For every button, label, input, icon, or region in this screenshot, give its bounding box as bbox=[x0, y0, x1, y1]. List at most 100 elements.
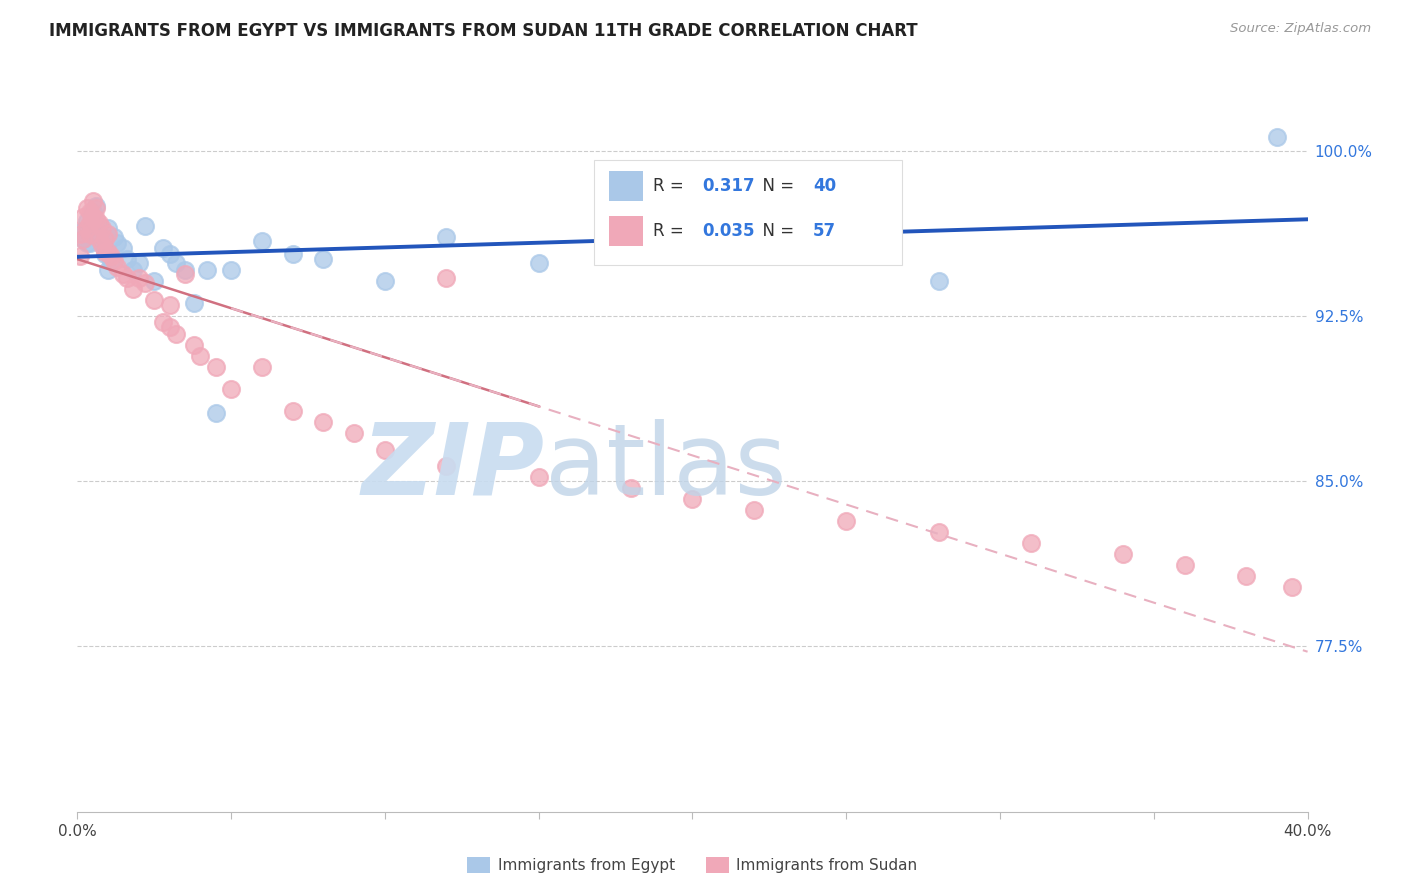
Point bbox=[72, 232, 94, 246]
Point bbox=[84, 201, 107, 215]
Point bbox=[165, 256, 187, 270]
Point bbox=[121, 282, 143, 296]
Point bbox=[183, 337, 205, 351]
Text: N =: N = bbox=[752, 178, 799, 195]
Text: N =: N = bbox=[752, 222, 799, 240]
Point bbox=[165, 326, 187, 341]
Point bbox=[134, 276, 156, 290]
Point bbox=[76, 201, 98, 215]
Point bbox=[69, 225, 91, 239]
Point bbox=[72, 232, 94, 246]
Point bbox=[742, 229, 765, 244]
Point bbox=[1265, 130, 1288, 145]
Point bbox=[105, 236, 128, 251]
Text: 57: 57 bbox=[813, 222, 837, 240]
Point bbox=[97, 227, 120, 242]
Point bbox=[682, 491, 704, 506]
FancyBboxPatch shape bbox=[595, 160, 901, 265]
Point bbox=[159, 319, 181, 334]
Point bbox=[928, 524, 950, 539]
Point bbox=[1174, 558, 1197, 572]
Point bbox=[94, 244, 117, 259]
Point bbox=[112, 241, 135, 255]
Point bbox=[79, 216, 101, 230]
Point bbox=[100, 249, 122, 263]
Text: ZIP: ZIP bbox=[361, 418, 546, 516]
Point bbox=[742, 503, 765, 517]
Point bbox=[527, 469, 550, 483]
Point bbox=[928, 274, 950, 288]
Point bbox=[134, 219, 156, 233]
Point bbox=[76, 236, 98, 251]
Point bbox=[620, 481, 643, 495]
Point bbox=[84, 199, 107, 213]
Point bbox=[97, 220, 120, 235]
Point bbox=[436, 229, 458, 244]
Point bbox=[112, 267, 135, 281]
Point bbox=[82, 194, 104, 209]
Point bbox=[97, 244, 120, 259]
Point bbox=[82, 205, 104, 219]
Text: IMMIGRANTS FROM EGYPT VS IMMIGRANTS FROM SUDAN 11TH GRADE CORRELATION CHART: IMMIGRANTS FROM EGYPT VS IMMIGRANTS FROM… bbox=[49, 22, 918, 40]
Point bbox=[250, 234, 273, 248]
Point bbox=[103, 229, 125, 244]
Point bbox=[128, 256, 150, 270]
Point bbox=[374, 274, 396, 288]
Point bbox=[84, 211, 107, 226]
Point bbox=[143, 274, 166, 288]
Text: 0.317: 0.317 bbox=[703, 178, 755, 195]
Legend: Immigrants from Egypt, Immigrants from Sudan: Immigrants from Egypt, Immigrants from S… bbox=[461, 851, 924, 879]
Point bbox=[281, 247, 304, 261]
Point bbox=[204, 359, 226, 374]
Point bbox=[90, 238, 114, 252]
Point bbox=[281, 403, 304, 417]
Point bbox=[835, 514, 858, 528]
Bar bbox=[609, 216, 644, 246]
Point bbox=[94, 232, 117, 246]
Point bbox=[87, 219, 110, 233]
Point bbox=[87, 232, 110, 246]
Point bbox=[76, 220, 98, 235]
Point bbox=[152, 241, 174, 255]
Text: 0.035: 0.035 bbox=[703, 222, 755, 240]
Point bbox=[343, 425, 366, 440]
Point bbox=[183, 295, 205, 310]
Point bbox=[69, 249, 91, 263]
Point bbox=[188, 349, 212, 363]
Point bbox=[436, 458, 458, 473]
Point bbox=[143, 293, 166, 308]
Point bbox=[79, 227, 101, 242]
Point bbox=[219, 382, 242, 396]
Point bbox=[219, 262, 242, 277]
Point bbox=[100, 253, 122, 268]
Point bbox=[1019, 536, 1042, 550]
Text: R =: R = bbox=[654, 222, 689, 240]
Point bbox=[159, 247, 181, 261]
Point bbox=[174, 262, 197, 277]
Point bbox=[128, 271, 150, 285]
Point bbox=[94, 247, 117, 261]
Point bbox=[79, 205, 101, 219]
Point bbox=[250, 359, 273, 374]
Point bbox=[374, 443, 396, 458]
Point bbox=[1112, 547, 1135, 561]
Point bbox=[436, 271, 458, 285]
Point bbox=[76, 214, 98, 228]
Text: R =: R = bbox=[654, 178, 689, 195]
Point bbox=[312, 252, 335, 266]
Point bbox=[115, 252, 138, 266]
Point bbox=[115, 271, 138, 285]
Point bbox=[152, 316, 174, 330]
Point bbox=[87, 227, 110, 242]
Point bbox=[204, 406, 226, 420]
Point bbox=[103, 253, 125, 268]
Point bbox=[90, 220, 114, 235]
Point bbox=[174, 267, 197, 281]
Bar bbox=[609, 171, 644, 201]
Point bbox=[1281, 580, 1303, 594]
Point bbox=[620, 247, 643, 261]
Text: 40: 40 bbox=[813, 178, 837, 195]
Point bbox=[87, 216, 110, 230]
Point bbox=[90, 236, 114, 251]
Point bbox=[82, 210, 104, 224]
